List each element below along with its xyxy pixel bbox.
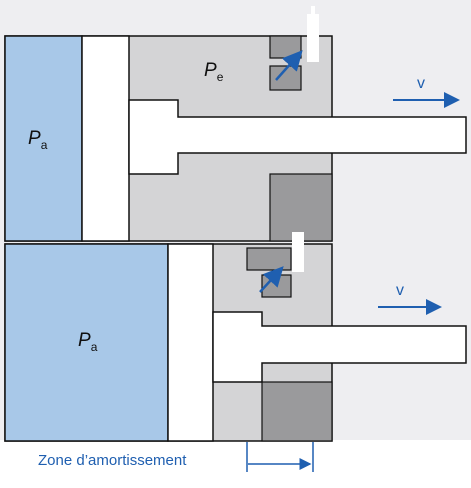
damping-zone-dimension: [246, 442, 314, 472]
bottom-velocity-label: v: [396, 282, 404, 299]
bottom-piston: [167, 243, 214, 442]
top-flow-arrow: [275, 50, 303, 81]
bottom-exhaust-port: [292, 232, 304, 272]
top-chamber-pa: [4, 35, 83, 242]
bottom-seal-block: [261, 381, 333, 442]
top-piston-rod: [128, 99, 467, 175]
top-valve-upper: [269, 35, 302, 59]
bottom-pa-label: Pa: [78, 330, 98, 354]
top-pa-label: Pa: [28, 128, 48, 152]
top-cylinder: [4, 6, 467, 242]
top-velocity-label: v: [417, 75, 425, 92]
bottom-piston-rod: [212, 311, 467, 383]
bottom-flow-arrow: [259, 266, 284, 293]
top-pe-label: Pe: [204, 60, 224, 84]
damping-zone-caption: Zone d’amortissement: [38, 452, 187, 469]
top-seal-block: [269, 173, 333, 242]
bottom-valve-upper: [246, 247, 292, 271]
bottom-cylinder: [4, 232, 467, 442]
bottom-chamber-pa: [4, 243, 169, 442]
caption-background: [0, 440, 471, 488]
top-piston: [81, 35, 130, 242]
